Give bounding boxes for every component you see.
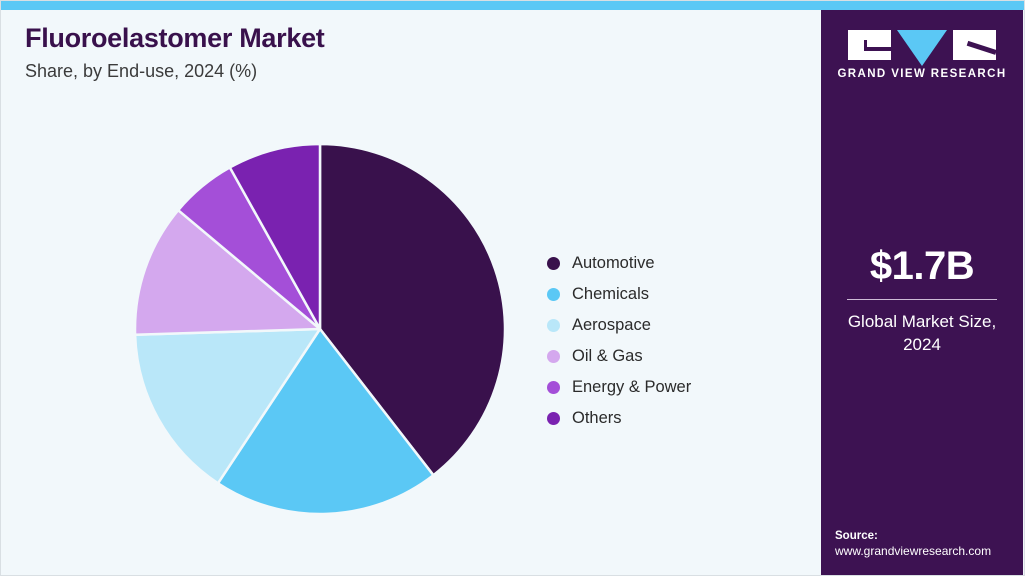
legend-item: Chemicals <box>547 279 797 310</box>
legend-item-label: Oil & Gas <box>572 347 643 365</box>
legend-item-label: Others <box>572 409 622 427</box>
pie-chart-svg <box>134 143 506 515</box>
pie-slice-chemicals <box>216 327 435 515</box>
title-block: Fluoroelastomer Market Share, by End-use… <box>25 23 325 82</box>
pie-slice-others <box>228 143 322 331</box>
legend-color-swatch-icon <box>547 288 560 301</box>
legend-item: Aerospace <box>547 310 797 341</box>
pie-chart <box>134 143 506 515</box>
logo-g-icon <box>848 30 891 60</box>
stat-divider <box>847 299 997 300</box>
legend-item-label: Chemicals <box>572 285 650 303</box>
source-url: www.grandviewresearch.com <box>835 544 992 559</box>
chart-content-area: Fluoroelastomer Market Share, by End-use… <box>1 10 823 575</box>
legend-item: Oil & Gas <box>547 341 797 372</box>
chart-legend: Automotive Chemicals Aerospace Oil & Gas Ene… <box>547 248 797 434</box>
source-label: Source: <box>835 529 878 542</box>
market-size-stat: $1.7B Global Market Size, 2024 <box>821 246 1023 357</box>
logo-marks <box>821 30 1023 66</box>
grand-view-research-logo: GRAND VIEW RESEARCH <box>821 30 1023 80</box>
legend-item: Others <box>547 403 797 434</box>
legend-item: Energy & Power <box>547 372 797 403</box>
page-subtitle: Share, by End-use, 2024 (%) <box>25 60 258 81</box>
pie-slices-group <box>134 143 506 515</box>
legend-color-swatch-icon <box>547 319 560 332</box>
legend-item-label: Aerospace <box>572 316 651 334</box>
brand-sidebar: GRAND VIEW RESEARCH $1.7B Global Market … <box>821 10 1023 575</box>
legend-item: Automotive <box>547 248 797 279</box>
legend-color-swatch-icon <box>547 350 560 363</box>
legend-item-label: Automotive <box>572 254 655 272</box>
source-block: Source: www.grandviewresearch.com <box>835 528 1023 560</box>
pie-slice-oil-gas <box>134 208 322 337</box>
logo-v-triangle-icon <box>897 30 947 66</box>
legend-color-swatch-icon <box>547 381 560 394</box>
legend-color-swatch-icon <box>547 412 560 425</box>
logo-wordmark: GRAND VIEW RESEARCH <box>837 68 1007 80</box>
logo-r-icon <box>953 30 996 60</box>
top-accent-bar <box>1 1 1024 10</box>
pie-slice-aerospace <box>134 327 322 485</box>
legend-color-swatch-icon <box>547 257 560 270</box>
page-title: Fluoroelastomer Market <box>25 23 325 53</box>
market-size-value: $1.7B <box>869 244 975 288</box>
legend-item-label: Energy & Power <box>572 378 692 396</box>
pie-slice-automotive <box>318 143 506 477</box>
market-size-caption: Global Market Size, 2024 <box>847 312 997 354</box>
